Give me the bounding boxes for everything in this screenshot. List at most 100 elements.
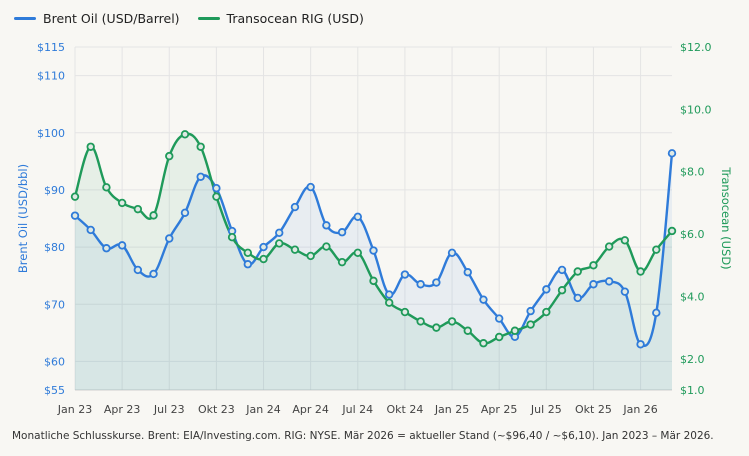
line-chart: $55 $60 $70 $80 $90 $100 $110 $115 $1.0 $2.0 $4.0 $…	[16, 41, 733, 416]
legend-item-brent[interactable]: Brent Oil (USD/Barrel)	[14, 11, 180, 26]
point-brent[interactable]	[369, 246, 378, 255]
point-brent[interactable]	[526, 306, 535, 316]
point-brent[interactable]	[243, 260, 253, 269]
point-brent[interactable]	[447, 248, 457, 257]
point-brent[interactable]	[180, 208, 190, 217]
y-tick-label: $55	[44, 384, 65, 397]
point-rig[interactable]	[385, 298, 394, 307]
point-rig[interactable]	[86, 142, 95, 151]
point-brent[interactable]	[306, 182, 315, 192]
point-brent[interactable]	[479, 295, 488, 304]
point-rig[interactable]	[102, 183, 111, 192]
point-rig[interactable]	[620, 236, 630, 245]
legend-item-rig[interactable]: Transocean RIG (USD)	[197, 10, 364, 26]
point-brent[interactable]	[463, 268, 472, 277]
point-rig[interactable]	[589, 261, 598, 270]
y2-tick-label: $2.0	[680, 353, 705, 366]
legend: Brent Oil (USD/Barrel) Transocean RIG (U…	[14, 8, 364, 28]
point-rig[interactable]	[400, 307, 410, 317]
point-rig[interactable]	[542, 307, 551, 317]
point-rig[interactable]	[275, 239, 284, 248]
point-brent[interactable]	[212, 184, 221, 193]
point-brent[interactable]	[432, 278, 441, 287]
legend-label-rig: Transocean RIG (USD)	[226, 10, 364, 26]
point-brent[interactable]	[290, 202, 300, 212]
x-tick-label: Jul 23	[153, 403, 185, 416]
point-rig[interactable]	[149, 211, 158, 220]
point-rig[interactable]	[70, 192, 80, 201]
point-rig[interactable]	[243, 248, 253, 257]
point-rig[interactable]	[652, 245, 661, 254]
point-brent[interactable]	[275, 228, 284, 237]
point-rig[interactable]	[557, 286, 567, 295]
point-rig[interactable]	[526, 320, 535, 329]
point-brent[interactable]	[117, 241, 127, 250]
point-brent[interactable]	[259, 242, 268, 252]
point-brent[interactable]	[573, 293, 582, 303]
point-rig[interactable]	[337, 257, 347, 267]
point-rig[interactable]	[227, 233, 237, 242]
point-rig[interactable]	[667, 226, 677, 236]
point-rig[interactable]	[196, 142, 205, 151]
point-brent[interactable]	[652, 308, 661, 318]
y2-tick-label: $12.0	[680, 41, 712, 54]
point-rig[interactable]	[432, 323, 441, 332]
point-brent[interactable]	[196, 172, 205, 181]
point-brent[interactable]	[557, 265, 567, 275]
point-brent[interactable]	[542, 285, 551, 294]
point-rig[interactable]	[463, 326, 472, 335]
point-rig[interactable]	[416, 317, 425, 326]
y-tick-label: $110	[37, 70, 65, 83]
x-tick-label: Jan 24	[245, 403, 280, 416]
point-rig[interactable]	[306, 251, 315, 261]
point-rig[interactable]	[573, 267, 582, 276]
y-tick-label: $80	[44, 241, 65, 254]
y2-tick-label: $6.0	[680, 228, 705, 241]
point-rig[interactable]	[636, 267, 645, 276]
point-brent[interactable]	[385, 290, 394, 299]
x-tick-label: Apr 25	[481, 403, 518, 416]
point-brent[interactable]	[589, 280, 598, 289]
point-rig[interactable]	[259, 254, 268, 264]
point-rig[interactable]	[117, 198, 127, 208]
point-brent[interactable]	[400, 270, 410, 279]
point-brent[interactable]	[494, 314, 504, 323]
point-rig[interactable]	[604, 242, 614, 251]
point-brent[interactable]	[620, 287, 630, 296]
point-rig[interactable]	[212, 192, 221, 201]
y-tick-label: $100	[37, 127, 65, 140]
x-tick-label: Apr 23	[104, 403, 141, 416]
y-tick-label: $90	[44, 184, 65, 197]
point-rig[interactable]	[165, 151, 174, 161]
point-brent[interactable]	[322, 221, 331, 230]
point-rig[interactable]	[353, 248, 362, 257]
point-brent[interactable]	[133, 265, 143, 275]
point-brent[interactable]	[353, 212, 362, 221]
x-tick-label: Apr 24	[292, 403, 329, 416]
legend-label-brent: Brent Oil (USD/Barrel)	[43, 10, 180, 26]
point-brent[interactable]	[165, 234, 174, 243]
point-rig[interactable]	[322, 242, 331, 251]
point-rig[interactable]	[133, 204, 143, 214]
point-brent[interactable]	[636, 340, 645, 349]
area-fills	[75, 133, 672, 390]
point-rig[interactable]	[290, 245, 300, 254]
point-rig[interactable]	[369, 276, 378, 286]
point-rig[interactable]	[447, 317, 457, 326]
point-brent[interactable]	[337, 228, 347, 237]
y2-tick-label: $1.0	[680, 384, 705, 397]
point-rig[interactable]	[510, 326, 520, 335]
point-rig[interactable]	[494, 332, 504, 342]
point-brent[interactable]	[102, 244, 111, 253]
point-rig[interactable]	[180, 130, 190, 139]
x-tick-label: Okt 25	[575, 403, 612, 416]
point-brent[interactable]	[604, 277, 614, 286]
point-brent[interactable]	[86, 225, 95, 235]
point-brent[interactable]	[667, 149, 677, 158]
x-tick-label: Okt 23	[198, 403, 235, 416]
point-brent[interactable]	[149, 269, 158, 279]
point-rig[interactable]	[479, 339, 488, 348]
point-brent[interactable]	[70, 211, 80, 220]
y2-tick-label: $10.0	[680, 103, 712, 116]
point-brent[interactable]	[416, 280, 425, 289]
